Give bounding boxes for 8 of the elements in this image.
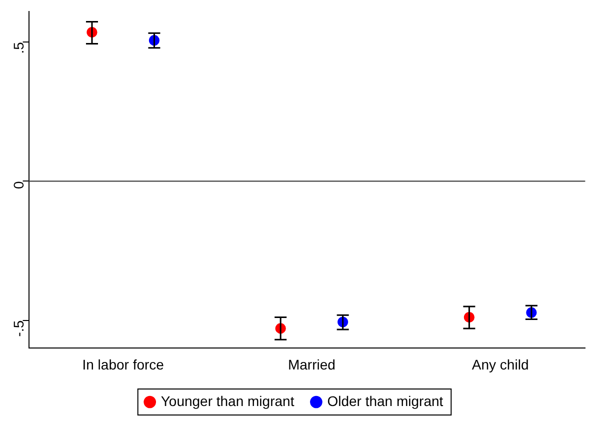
x-tick-label: Married [288, 356, 336, 372]
y-tick-label: .5 [10, 42, 27, 54]
y-tick-label: -.5 [10, 320, 27, 337]
x-tick-label: In labor force [82, 356, 164, 372]
legend-label: Older than migrant [327, 392, 444, 409]
x-tick-label: Any child [472, 356, 529, 372]
y-tick-label: 0 [10, 180, 27, 189]
legend-label: Younger than migrant [160, 392, 294, 409]
